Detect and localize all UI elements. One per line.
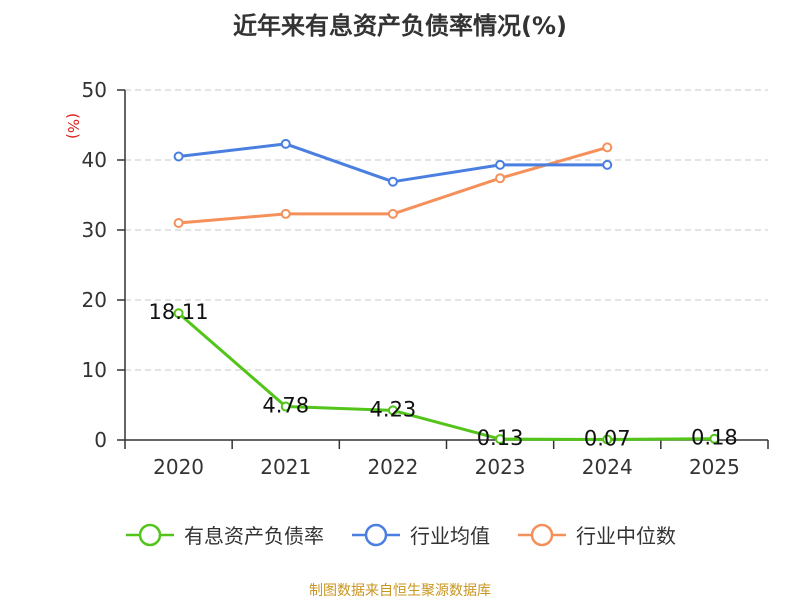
legend-item[interactable]: 有息资产负债率	[124, 520, 324, 549]
x-tick-label: 2021	[260, 455, 311, 479]
legend-marker-icon	[126, 523, 174, 546]
data-point	[495, 173, 506, 184]
series-line	[178, 142, 608, 184]
series-line	[177, 312, 715, 442]
legend-label: 行业均值	[410, 524, 490, 548]
data-label: 4.23	[370, 397, 417, 421]
x-tick-label: 2023	[475, 455, 526, 479]
y-tick-label: 30	[82, 218, 107, 242]
data-label: 0.07	[584, 427, 631, 451]
data-point	[173, 218, 184, 228]
data-point	[602, 142, 613, 153]
y-tick-label: 20	[82, 288, 107, 312]
data-label: 4.78	[262, 394, 309, 418]
data-point	[280, 401, 291, 412]
legend: 有息资产负债率 行业均值 行业中位数	[0, 520, 800, 549]
y-tick-label: 10	[82, 358, 107, 382]
data-label: 0.18	[691, 426, 738, 450]
data-point	[602, 159, 613, 170]
legend-label: 有息资产负债率	[184, 524, 324, 548]
data-point	[387, 176, 398, 187]
legend-label: 行业中位数	[576, 524, 676, 548]
data-point	[387, 405, 398, 416]
y-tick-label: 0	[94, 428, 107, 452]
data-point	[495, 434, 506, 445]
source-note: 制图数据来自恒生聚源数据库	[309, 583, 491, 599]
x-tick-label: 2022	[367, 455, 418, 479]
data-label: 18.11	[149, 300, 209, 324]
x-tick-label: 2024	[582, 455, 633, 479]
data-point	[387, 208, 398, 219]
y-tick-label: 50	[82, 78, 107, 102]
x-tick-label: 2025	[689, 455, 740, 479]
legend-marker-icon	[352, 523, 400, 546]
data-label: 0.13	[477, 426, 524, 450]
data-point	[495, 159, 506, 170]
data-point	[280, 138, 291, 149]
legend-item[interactable]: 行业中位数	[516, 520, 676, 549]
legend-marker-icon	[518, 523, 566, 546]
data-point	[173, 151, 184, 162]
data-point	[602, 434, 613, 445]
y-axis-label: (%)	[64, 113, 82, 139]
y-tick-label: 40	[82, 148, 107, 172]
data-point	[173, 308, 184, 319]
x-tick-label: 2020	[153, 455, 204, 479]
legend-item[interactable]: 行业均值	[350, 520, 490, 549]
chart-title: 近年来有息资产负债率情况(%)	[233, 12, 567, 40]
data-point	[280, 208, 291, 219]
data-point	[709, 433, 720, 444]
